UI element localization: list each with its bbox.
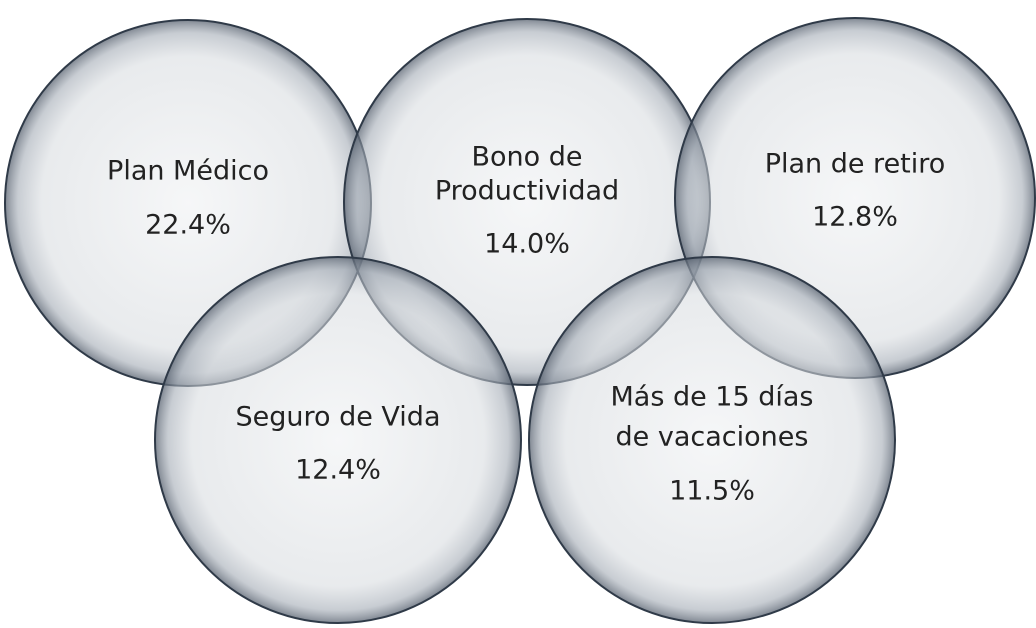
node-label: Plan de retiro (765, 149, 946, 180)
circle (154, 256, 522, 624)
node-value: 12.8% (812, 202, 898, 233)
node-label: Productividad (435, 176, 619, 207)
node-label: Plan Médico (107, 156, 269, 187)
circles (4, 17, 1036, 624)
node-value: 14.0% (484, 229, 570, 260)
node-label: de vacaciones (616, 422, 809, 453)
node-label: Bono de (471, 142, 582, 173)
node-value: 11.5% (669, 476, 755, 507)
node-label: Más de 15 días (610, 382, 813, 413)
node-value: 22.4% (145, 210, 231, 241)
node-value: 12.4% (295, 455, 381, 486)
node-label: Seguro de Vida (235, 402, 440, 433)
circle (528, 256, 896, 624)
